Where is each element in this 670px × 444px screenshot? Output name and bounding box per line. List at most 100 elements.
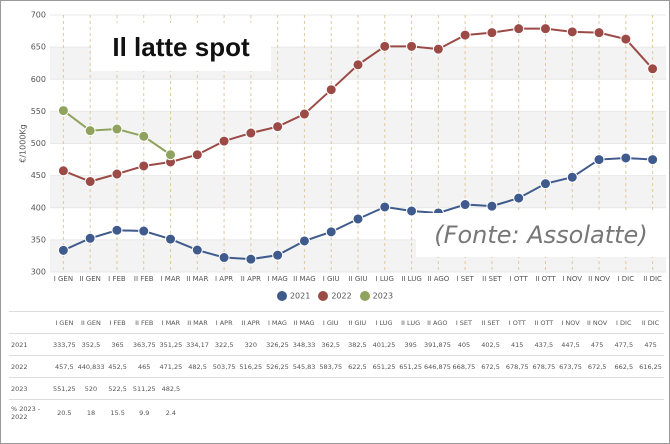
point: [406, 205, 418, 217]
point: [647, 63, 659, 75]
cell: 503,75: [210, 355, 238, 378]
cell: [503, 377, 531, 400]
cell: [344, 399, 371, 426]
point: [57, 244, 69, 256]
point: [432, 43, 444, 55]
column-header: I MAG: [264, 311, 291, 334]
cell: [557, 399, 584, 426]
point: [379, 40, 391, 52]
cell: 18: [77, 399, 105, 426]
x-tick-label: I GIU: [322, 275, 340, 283]
point: [459, 199, 471, 211]
cell: [237, 399, 265, 426]
y-axis-label: €/1000Kg: [19, 124, 28, 162]
cell: 471,25: [157, 355, 185, 378]
y-tick-label: 650: [31, 43, 46, 52]
y-tick-label: 350: [31, 235, 46, 244]
point: [272, 249, 284, 261]
column-header: II SET: [477, 311, 504, 334]
point: [245, 127, 257, 139]
y-tick-label: 500: [31, 139, 46, 148]
cell: [610, 399, 638, 426]
cell: 362,5: [317, 333, 345, 356]
point: [620, 33, 632, 45]
point: [325, 84, 337, 96]
point: [593, 154, 605, 166]
legend-item: 2021: [276, 291, 311, 301]
point: [165, 149, 177, 161]
point: [352, 59, 364, 71]
x-tick-label: I MAR: [160, 275, 181, 283]
cell: 516,25: [237, 355, 265, 378]
column-header: I OTT: [503, 311, 531, 334]
legend-label: 2023: [372, 291, 394, 301]
column-header: II OTT: [530, 311, 558, 334]
point: [111, 168, 123, 180]
x-tick-label: I NOV: [562, 275, 583, 283]
cell: [557, 377, 584, 400]
column-header: I LUG: [370, 311, 398, 334]
point: [379, 201, 391, 213]
cell: [184, 377, 211, 400]
cell: 15.5: [104, 399, 131, 426]
cell: 415: [503, 333, 531, 356]
point: [298, 108, 310, 120]
cell: 326,25: [264, 333, 291, 356]
point: [486, 27, 498, 39]
point: [218, 252, 230, 264]
row-header: 2021: [9, 333, 51, 356]
legend-label: 2022: [331, 291, 352, 301]
source-note: (Fonte: Assolatte): [416, 213, 666, 257]
x-tick-label: II MAR: [186, 275, 209, 283]
point: [566, 171, 578, 183]
legend-swatch: [276, 291, 287, 301]
cell: [503, 399, 531, 426]
point: [486, 200, 498, 212]
cell: [397, 399, 424, 426]
cell: 545,83: [290, 355, 318, 378]
point: [459, 29, 471, 41]
cell: 475: [637, 333, 664, 356]
x-tick-label: I GEN: [53, 275, 74, 283]
point: [138, 225, 150, 237]
cell: 526,25: [264, 355, 291, 378]
cell: [397, 377, 424, 400]
legend-label: 2021: [289, 291, 311, 301]
cell: 651,25: [370, 355, 398, 378]
cell: 363,75: [130, 333, 158, 356]
point: [165, 233, 177, 245]
point: [57, 165, 69, 177]
cell: 482,5: [184, 355, 211, 378]
x-tick-label: II GEN: [79, 275, 101, 283]
legend-item: 2023: [359, 291, 394, 301]
x-tick-label: I OTT: [509, 275, 528, 283]
cell: [583, 377, 611, 400]
cell: 402,5: [477, 333, 504, 356]
point: [191, 244, 203, 256]
legend-item: 2022: [318, 291, 352, 301]
cell: [184, 399, 211, 426]
cell: [370, 399, 398, 426]
x-tick-label: II SET: [482, 275, 502, 283]
point: [111, 224, 123, 236]
column-header: I SET: [450, 311, 478, 334]
cell: 405: [450, 333, 478, 356]
cell: [583, 399, 611, 426]
x-tick-label: II AGO: [427, 275, 450, 283]
point: [57, 105, 69, 117]
x-tick-label: II FEB: [133, 275, 154, 283]
cell: 662,5: [610, 355, 638, 378]
point: [325, 226, 337, 238]
cell: 452,5: [104, 355, 131, 378]
point: [298, 235, 310, 247]
column-header: II GEN: [77, 311, 105, 334]
cell: [477, 377, 504, 400]
cell: 437,5: [530, 333, 558, 356]
x-tick-label: II APR: [240, 275, 261, 283]
point: [191, 149, 203, 161]
x-tick-label: II LUG: [401, 275, 422, 283]
cell: [637, 377, 664, 400]
legend-swatch: [318, 291, 329, 301]
point: [539, 178, 551, 190]
point: [593, 27, 605, 39]
